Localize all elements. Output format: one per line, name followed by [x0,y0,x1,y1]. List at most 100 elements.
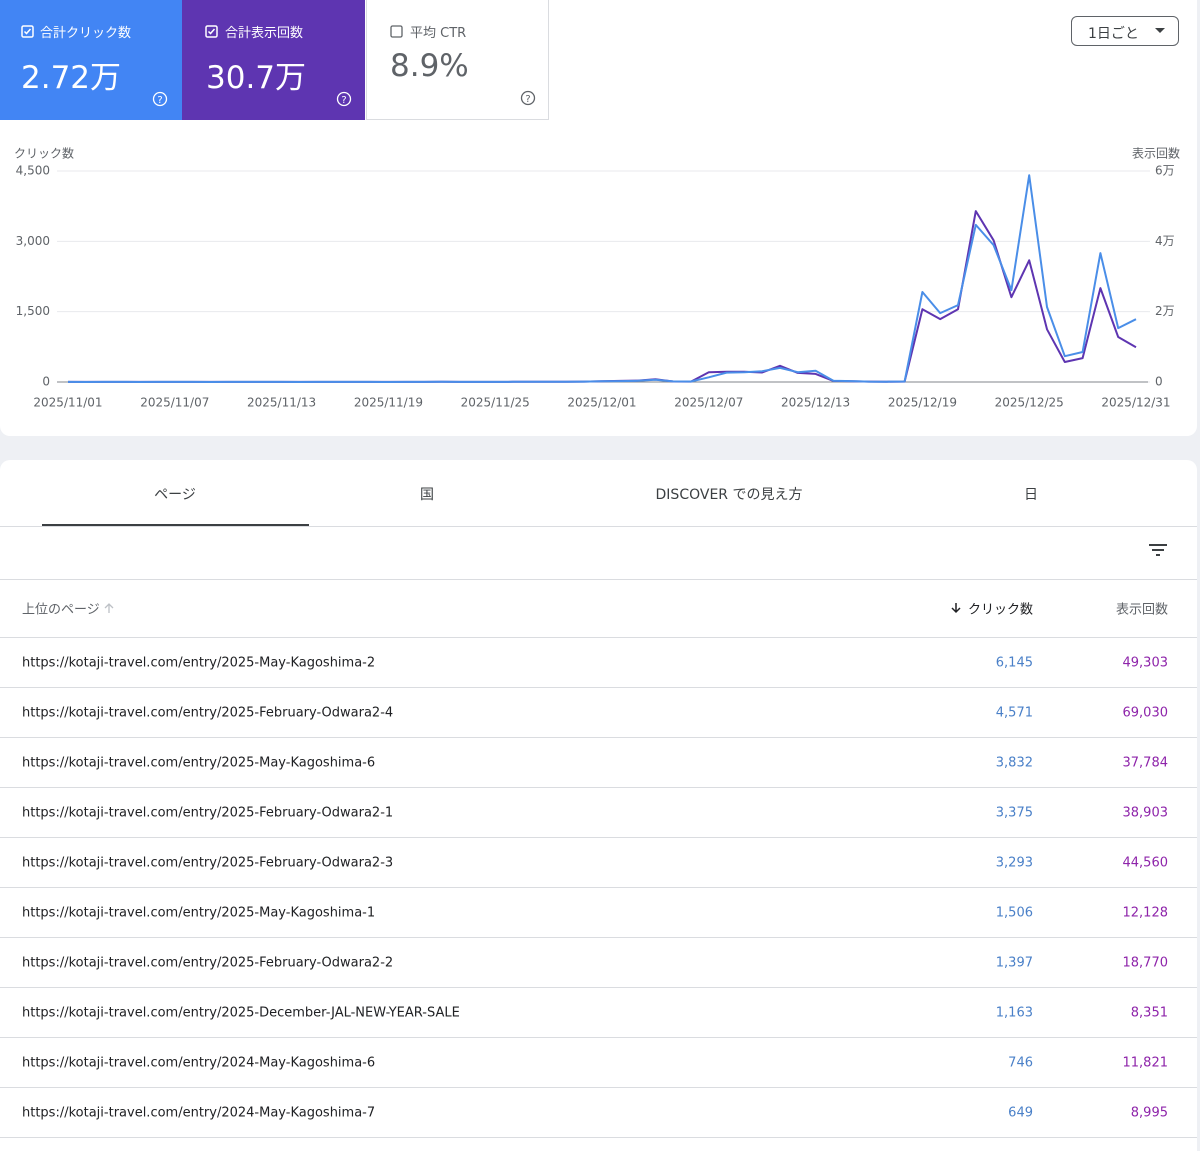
y-tick-label: 4,500 [16,164,50,178]
column-header[interactable]: 表示回数 [1115,602,1168,618]
page-url[interactable]: https://kotaji-travel.com/entry/2024-May… [22,1055,376,1071]
select-label: 1日ごと [1088,26,1139,42]
x-tick-label: 2025/12/19 [888,396,957,410]
x-tick-label: 2025/12/25 [995,396,1064,410]
card-value: 30.7万 [206,60,307,96]
impressions-cell: 12,128 [1122,905,1169,921]
divider [0,1037,1197,1038]
clicks-cell: 3,375 [995,805,1033,821]
divider [0,1137,1197,1138]
sort-icon [104,603,114,613]
clicks-cell: 1,506 [995,905,1033,921]
divider [0,937,1197,938]
svg-text:?: ? [341,95,346,106]
divider [0,787,1197,788]
sort-icon [951,603,961,614]
page-url[interactable]: https://kotaji-travel.com/entry/2025-Feb… [22,855,394,871]
page-url[interactable]: https://kotaji-travel.com/entry/2025-May… [22,755,376,771]
page-url[interactable]: https://kotaji-travel.com/entry/2025-Feb… [22,705,394,721]
page-url[interactable]: https://kotaji-travel.com/entry/2025-Feb… [22,955,394,971]
clicks-cell: 6,145 [995,655,1033,671]
impressions-cell: 44,560 [1122,855,1169,871]
period-select[interactable]: 1日ごと [1071,16,1179,46]
series-line [67,174,1137,383]
page-url[interactable]: https://kotaji-travel.com/entry/2025-Feb… [22,805,394,821]
clicks-cell: 3,293 [995,855,1033,871]
checkbox [390,25,403,38]
y2-tick-label: 0 [1155,375,1163,389]
tab[interactable]: DISCOVER での見え方 [655,487,803,503]
column-header[interactable]: 上位のページ [22,602,100,618]
divider [0,1087,1197,1088]
tab[interactable]: 国 [420,487,434,503]
x-tick-label: 2025/12/13 [781,396,850,410]
clicks-cell: 4,571 [995,705,1033,721]
y2-tick-label: 4万 [1155,234,1175,248]
impressions-cell: 49,303 [1122,655,1169,671]
divider [0,737,1197,738]
page-url[interactable]: https://kotaji-travel.com/entry/2025-Dec… [22,1005,460,1021]
filter-icon[interactable] [1148,543,1168,557]
card-label: 平均 CTR [410,26,467,41]
help-icon[interactable]: ? [336,91,352,107]
impressions-cell: 69,030 [1122,705,1169,721]
clicks-cell: 746 [1008,1055,1033,1071]
card-label: 合計表示回数 [225,26,304,41]
x-tick-label: 2025/12/07 [674,396,743,410]
divider [0,687,1197,688]
divider [0,987,1197,988]
impressions-card[interactable]: 合計表示回数 30.7万 ? [182,0,365,120]
svg-text:?: ? [157,95,162,106]
page-url[interactable]: https://kotaji-travel.com/entry/2025-May… [22,905,376,921]
clicks-card[interactable]: 合計クリック数 2.72万 ? [0,0,183,120]
table-panel [0,460,1197,1151]
y-tick-label: 1,500 [16,304,50,318]
y-tick-label: 3,000 [16,234,50,248]
checkbox [21,25,34,38]
ctr-card[interactable]: 平均 CTR 8.9% ? [366,0,549,120]
card-label: 合計クリック数 [40,26,132,41]
divider [0,526,1197,527]
help-icon[interactable]: ? [152,91,168,107]
active-tab-indicator [42,524,309,526]
impressions-cell: 8,351 [1130,1005,1168,1021]
impressions-cell: 8,995 [1130,1105,1168,1121]
divider [0,579,1197,580]
x-tick-label: 2025/12/31 [1101,396,1170,410]
page-url[interactable]: https://kotaji-travel.com/entry/2024-May… [22,1105,376,1121]
x-tick-label: 2025/11/19 [354,396,423,410]
y2-tick-label: 2万 [1155,304,1175,318]
x-tick-label: 2025/11/13 [247,396,316,410]
page-url[interactable]: https://kotaji-travel.com/entry/2025-May… [22,655,376,671]
help-icon[interactable]: ? [520,90,536,106]
impressions-cell: 11,821 [1122,1055,1169,1071]
clicks-cell: 1,397 [995,955,1033,971]
divider [0,837,1197,838]
dropdown-arrow [1155,28,1165,33]
tab[interactable]: 日 [1024,487,1038,503]
y2-axis-title: 表示回数 [1132,146,1180,161]
impressions-cell: 18,770 [1122,955,1169,971]
impressions-cell: 38,903 [1122,805,1169,821]
x-tick-label: 2025/12/01 [567,396,636,410]
clicks-cell: 1,163 [995,1005,1033,1021]
card-value: 2.72万 [21,60,122,96]
tab[interactable]: ページ [154,487,196,503]
checkbox [205,25,218,38]
y-axis-title: クリック数 [14,146,74,161]
x-tick-label: 2025/11/07 [140,396,209,410]
clicks-cell: 649 [1008,1105,1033,1121]
x-tick-label: 2025/11/25 [461,396,530,410]
series-line [68,210,1137,383]
svg-text:?: ? [525,94,530,105]
impressions-cell: 37,784 [1122,755,1169,771]
divider [0,637,1197,638]
y2-tick-label: 6万 [1155,164,1175,178]
clicks-cell: 3,832 [995,755,1033,771]
card-value: 8.9% [390,48,469,84]
divider [0,887,1197,888]
column-header[interactable]: クリック数 [967,602,1033,618]
x-tick-label: 2025/11/01 [33,396,102,410]
